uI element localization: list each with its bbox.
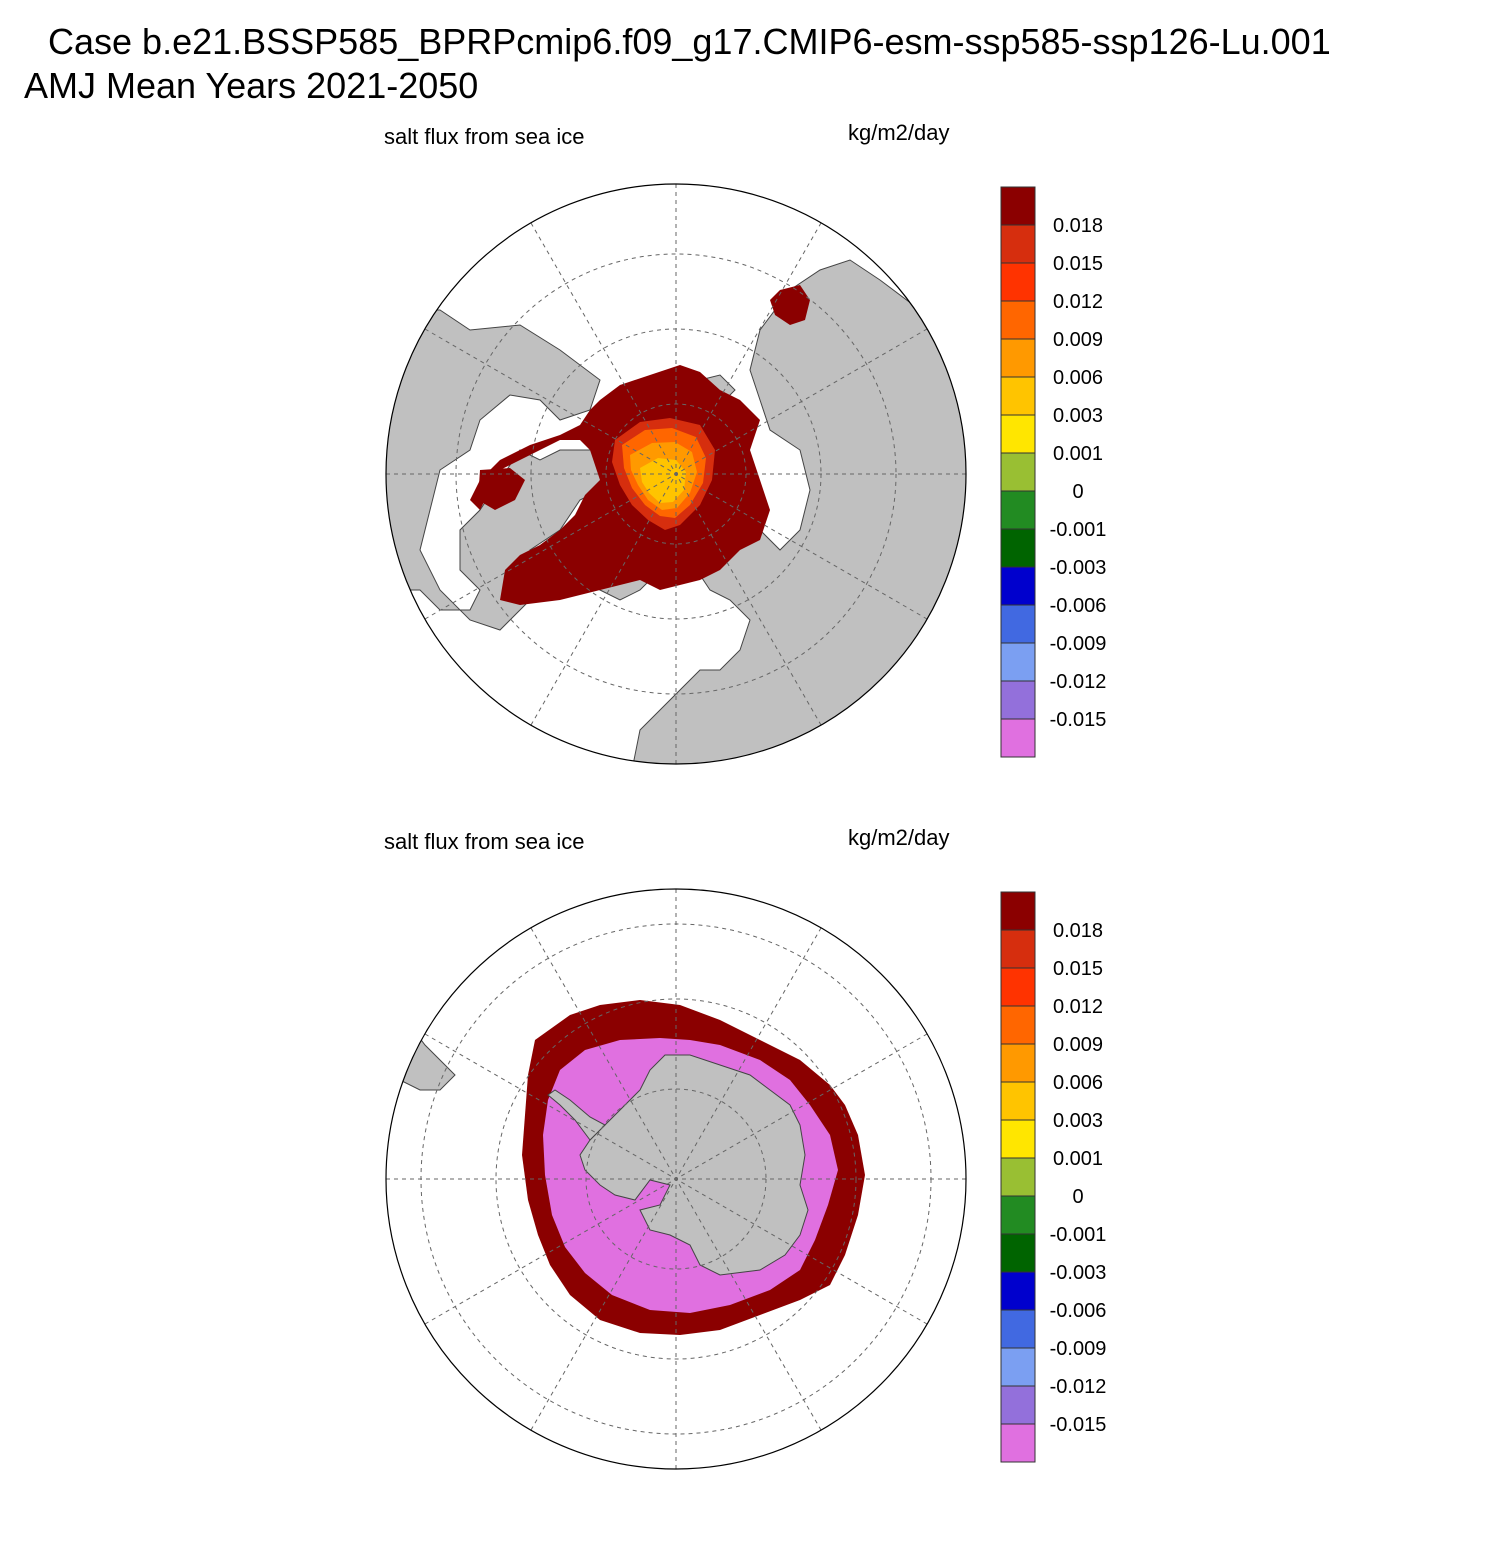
colorbar-label: 0.009 [1053, 1034, 1103, 1056]
north-colorbar: 0.018 0.015 0.012 0.009 0.006 0.003 0.001 0 -0.0… [1000, 186, 1107, 758]
colorbar-label: 0.001 [1053, 443, 1103, 465]
north-panel-units: kg/m2/day [848, 120, 950, 145]
colorbar-label: 0.018 [1053, 215, 1103, 237]
colorbar-swatch [1000, 414, 1036, 454]
colorbar-swatch [1000, 642, 1036, 682]
colorbar-swatch [1000, 528, 1036, 568]
colorbar-swatch [1000, 1005, 1036, 1045]
south-panel-units: kg/m2/day [848, 825, 950, 850]
eurasia-landmass [629, 259, 966, 764]
south-polar-map: 0.018 0.015 0.012 0.009 0.006 0.003 0.001 0 -0.0… [385, 888, 1107, 1470]
colorbar-label: -0.003 [1050, 557, 1107, 579]
north-panel-title: salt flux from sea ice [384, 124, 585, 149]
colorbar-swatch [1000, 186, 1036, 226]
colorbar-label: 0 [1072, 1186, 1083, 1208]
colorbar-swatch [1000, 1233, 1036, 1273]
colorbar-label: 0.003 [1053, 1110, 1103, 1132]
colorbar-swatch [1000, 1157, 1036, 1197]
colorbar-swatch [1000, 967, 1036, 1007]
colorbar-swatch [1000, 376, 1036, 416]
colorbar-label: -0.012 [1050, 1376, 1107, 1398]
colorbar-label: -0.006 [1050, 595, 1107, 617]
colorbar-swatch [1000, 1271, 1036, 1311]
north-polar-map: 0.018 0.015 0.012 0.009 0.006 0.003 0.001 0 -0.0… [385, 183, 1107, 765]
colorbar-swatch [1000, 300, 1036, 340]
colorbar-label: 0.009 [1053, 329, 1103, 351]
colorbar-label: 0.006 [1053, 367, 1103, 389]
colorbar-label: -0.009 [1050, 1338, 1107, 1360]
colorbar-label: 0.015 [1053, 958, 1103, 980]
colorbar-swatch [1000, 1043, 1036, 1083]
colorbar-swatch [1000, 1195, 1036, 1235]
colorbar-swatch [1000, 566, 1036, 606]
colorbar-swatch [1000, 929, 1036, 969]
colorbar-swatch [1000, 452, 1036, 492]
figure-title-period: AMJ Mean Years 2021-2050 [24, 65, 479, 106]
antarctica-landmass [579, 1054, 809, 1276]
colorbar-swatch [1000, 1385, 1036, 1425]
arctic-flux-ring-4 [640, 458, 686, 503]
colorbar-label: 0.001 [1053, 1148, 1103, 1170]
colorbar-swatch [1000, 1423, 1036, 1463]
colorbar-label: 0 [1072, 481, 1083, 503]
colorbar-label: -0.003 [1050, 1262, 1107, 1284]
south-colorbar: 0.018 0.015 0.012 0.009 0.006 0.003 0.001 0 -0.0… [1000, 891, 1107, 1463]
figure-title-case: Case b.e21.BSSP585_BPRPcmip6.f09_g17.CMI… [48, 21, 1331, 62]
south-panel-title: salt flux from sea ice [384, 829, 585, 854]
colorbar-label: 0.012 [1053, 996, 1103, 1018]
colorbar-label: -0.009 [1050, 633, 1107, 655]
colorbar-swatch [1000, 680, 1036, 720]
antarctic-peninsula [547, 1089, 606, 1141]
colorbar-swatch [1000, 1081, 1036, 1121]
colorbar-swatch [1000, 262, 1036, 302]
colorbar-label: -0.012 [1050, 671, 1107, 693]
colorbar-swatch [1000, 490, 1036, 530]
colorbar-label: 0.012 [1053, 291, 1103, 313]
colorbar-swatch [1000, 1347, 1036, 1387]
colorbar-label: -0.001 [1050, 1224, 1107, 1246]
colorbar-label: -0.001 [1050, 519, 1107, 541]
colorbar-swatch [1000, 338, 1036, 378]
colorbar-swatch [1000, 224, 1036, 264]
colorbar-swatch [1000, 891, 1036, 931]
colorbar-label: 0.015 [1053, 253, 1103, 275]
colorbar-label: 0.003 [1053, 405, 1103, 427]
colorbar-swatch [1000, 718, 1036, 758]
okhotsk-ice [770, 285, 810, 325]
hudson-bay-ice [478, 468, 525, 510]
colorbar-swatch [1000, 1309, 1036, 1349]
colorbar-label: 0.006 [1053, 1072, 1103, 1094]
colorbar-swatch [1000, 1119, 1036, 1159]
colorbar-swatch [1000, 604, 1036, 644]
colorbar-label: -0.015 [1050, 709, 1107, 731]
colorbar-label: 0.018 [1053, 920, 1103, 942]
colorbar-label: -0.015 [1050, 1414, 1107, 1436]
colorbar-label: -0.006 [1050, 1300, 1107, 1322]
